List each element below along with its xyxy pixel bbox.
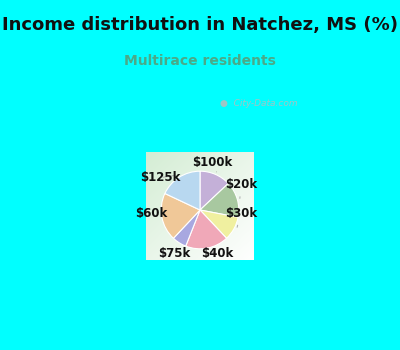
Text: $20k: $20k [225,178,257,198]
Wedge shape [165,171,200,210]
Text: Multirace residents: Multirace residents [124,54,276,68]
Wedge shape [161,194,200,238]
Wedge shape [200,210,238,238]
Wedge shape [200,183,239,217]
Text: $40k: $40k [201,247,233,260]
Text: $75k: $75k [158,247,190,260]
Text: Income distribution in Natchez, MS (%): Income distribution in Natchez, MS (%) [2,16,398,34]
Text: $125k: $125k [140,171,180,184]
Wedge shape [174,210,200,246]
Wedge shape [200,171,228,210]
Text: $100k: $100k [192,156,232,172]
Wedge shape [186,210,226,249]
Text: $60k: $60k [135,207,168,220]
Text: $30k: $30k [225,207,257,227]
Text: ●  City-Data.com: ● City-Data.com [220,99,298,108]
